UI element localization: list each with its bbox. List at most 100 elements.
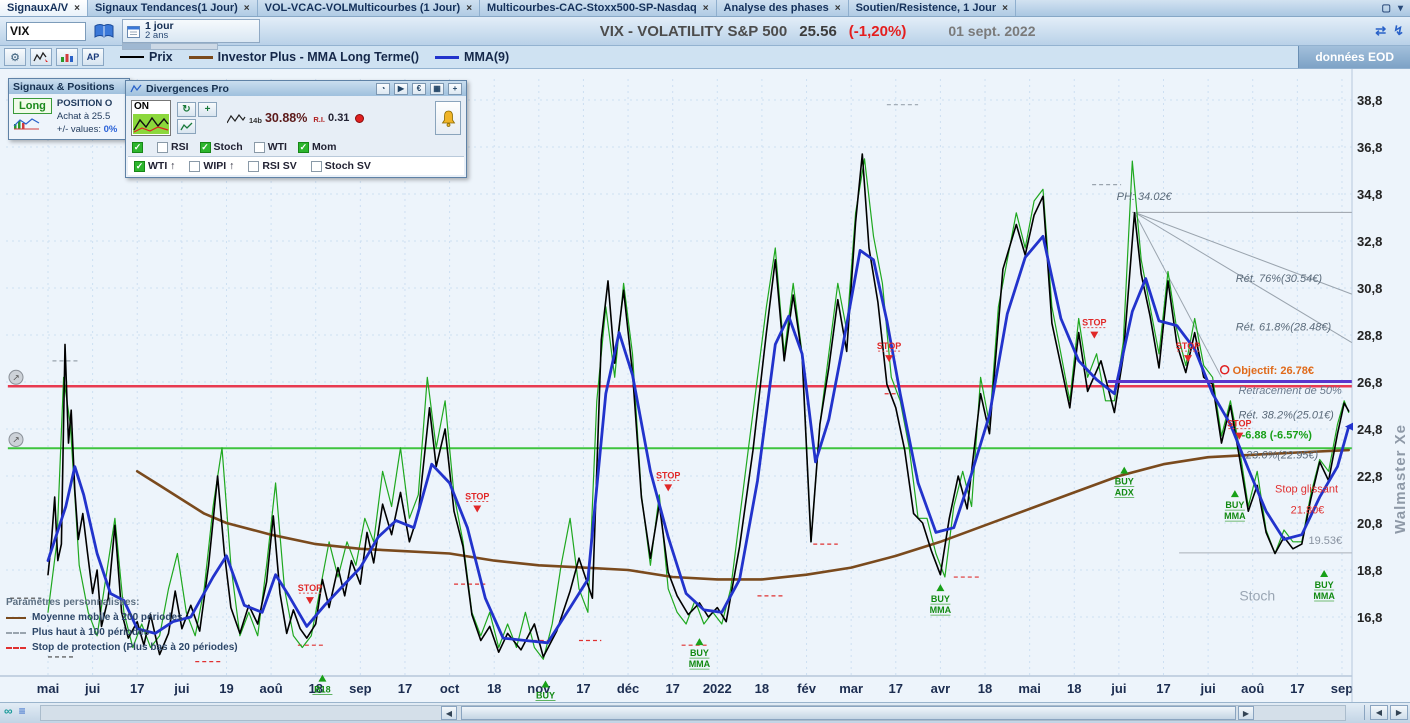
pnl-value: 0%: [103, 124, 118, 135]
move-button[interactable]: +: [198, 102, 217, 117]
panel-chart-icon: [130, 84, 142, 93]
analyse-pro-button[interactable]: AP: [82, 48, 104, 66]
on-toggle-button[interactable]: ON: [131, 100, 171, 136]
indicator-1: 14b 30.88%: [227, 111, 307, 125]
close-icon[interactable]: ×: [243, 2, 250, 14]
svg-text:BUY: BUY: [1115, 477, 1134, 487]
svg-text:17: 17: [398, 681, 412, 696]
indicator-tool-button[interactable]: [56, 48, 78, 66]
bolt-icon[interactable]: ↯: [1393, 23, 1404, 38]
main-toolbar: 1 jour 2 ans VIX - VOLATILITY S&P 500 25…: [0, 17, 1410, 50]
checkbox-box[interactable]: [253, 141, 265, 153]
tab-label: VOL-VCAC-VOLMulticourbes (1 Jour): [264, 2, 461, 14]
zoom-chart-button[interactable]: ◔: [376, 82, 390, 95]
checkbox-wipi-up[interactable]: WIPI ↑: [189, 160, 234, 172]
swap-arrows-icon[interactable]: ⇄: [1375, 23, 1387, 38]
divergences-panel-titlebar[interactable]: Divergences Pro ◔ ▶ € ▦ +: [126, 81, 466, 96]
menu-icon[interactable]: ≡: [18, 704, 26, 718]
close-icon[interactable]: ×: [834, 2, 841, 14]
checkbox-stoch-sv[interactable]: Stoch SV: [310, 160, 371, 172]
scroll-right-button[interactable]: ▶: [1238, 706, 1254, 720]
svg-text:déc: déc: [617, 681, 639, 696]
checkbox-mom[interactable]: Mom: [297, 141, 337, 153]
tab-signaux-av[interactable]: SignauxA/V ×: [0, 0, 88, 16]
alert-button[interactable]: [435, 101, 461, 135]
svg-text:28,8: 28,8: [1357, 328, 1382, 343]
timeframe-scrollbar[interactable]: [122, 43, 218, 50]
close-icon[interactable]: ×: [1002, 2, 1009, 14]
euro-button[interactable]: €: [412, 82, 426, 95]
checkbox-box[interactable]: [157, 141, 168, 153]
price-chart[interactable]: mai jui 17 jui 19 aoû 18 sep 17 oct 18 nov 17 déc 17 20…: [0, 69, 1410, 702]
zigzag-icon: [227, 113, 246, 124]
checkbox-box[interactable]: [248, 160, 260, 172]
svg-text:-6.88 (-6.57%): -6.88 (-6.57%): [1242, 429, 1313, 441]
svg-text:Retracement de 50%: Retracement de 50%: [1238, 385, 1342, 397]
checkbox-box[interactable]: [134, 160, 145, 172]
refresh-button[interactable]: ↻: [177, 102, 196, 117]
svg-text:19: 19: [219, 681, 233, 696]
legend-item-prix: Prix: [120, 50, 173, 64]
svg-text:2022: 2022: [703, 681, 732, 696]
play-button[interactable]: ▶: [394, 82, 408, 95]
params-item-mma: Moyenne mobile à 200 périodes: [6, 612, 238, 623]
indicator-2: R.I. 0.31: [313, 112, 349, 124]
page-left-button[interactable]: ◀: [1370, 705, 1388, 720]
checkbox-master[interactable]: [132, 141, 146, 153]
checkbox-box[interactable]: [310, 160, 322, 172]
svg-text:aoû: aoû: [1241, 681, 1264, 696]
checkbox-wti-up[interactable]: WTI ↑: [134, 160, 175, 172]
chart-tool-button[interactable]: [30, 48, 52, 66]
svg-text:18: 18: [487, 681, 501, 696]
settings-button[interactable]: ⚙: [4, 48, 26, 66]
checkbox-box[interactable]: [132, 141, 143, 153]
close-icon[interactable]: ×: [466, 2, 473, 14]
link-icon[interactable]: ∞: [4, 704, 13, 718]
close-icon[interactable]: ×: [702, 2, 709, 14]
book-icon[interactable]: [94, 23, 114, 39]
tab-label: Signaux Tendances(1 Jour): [94, 2, 238, 14]
move-panel-button[interactable]: +: [448, 82, 462, 95]
checkbox-rsi-sv[interactable]: RSI SV: [248, 160, 297, 172]
checkbox-label: RSI: [171, 141, 189, 153]
page-right-button[interactable]: ▶: [1390, 705, 1408, 720]
checkbox-wti[interactable]: WTI: [253, 141, 287, 153]
checkbox-rsi[interactable]: RSI: [157, 141, 189, 153]
tab-signaux-tendances[interactable]: Signaux Tendances(1 Jour) ×: [87, 0, 258, 16]
mma9-line-sample: [435, 55, 460, 59]
svg-text:STOP: STOP: [1176, 341, 1200, 351]
indicator-value: 0.31: [328, 112, 350, 124]
svg-text:Rét. 61.8%(28.48€): Rét. 61.8%(28.48€): [1236, 321, 1332, 333]
subchart-button[interactable]: [177, 119, 196, 134]
expand-icon[interactable]: ▢: [1381, 2, 1391, 14]
scrollbar-track[interactable]: ◀ ▶: [40, 705, 1346, 721]
ticker-input[interactable]: [6, 21, 86, 41]
svg-text:36,8: 36,8: [1357, 140, 1382, 155]
checkbox-box[interactable]: [199, 141, 211, 153]
checkbox-box[interactable]: [189, 160, 201, 172]
svg-text:16,8: 16,8: [1357, 610, 1382, 625]
svg-text:38,8: 38,8: [1357, 93, 1382, 108]
grid-button[interactable]: ▦: [430, 82, 444, 95]
svg-text:18,8: 18,8: [1357, 563, 1382, 578]
legend-label: Investor Plus - MMA Long Terme(): [217, 50, 420, 64]
checkbox-label: Mom: [311, 141, 337, 153]
tab-vol-vcac[interactable]: VOL-VCAC-VOLMulticourbes (1 Jour) ×: [257, 0, 481, 16]
chevron-down-icon[interactable]: ▾: [1397, 2, 1403, 14]
signals-panel-titlebar[interactable]: Signaux & Positions: [9, 79, 129, 94]
entry-price: Achat à 25.5: [56, 111, 111, 122]
close-icon[interactable]: ×: [74, 2, 80, 14]
tab-multicourbes[interactable]: Multicourbes-CAC-Stoxx500-SP-Nasdaq ×: [480, 0, 717, 16]
on-label: ON: [134, 101, 149, 112]
scrollbar-thumb[interactable]: [123, 44, 151, 49]
record-indicator[interactable]: [355, 113, 365, 123]
tab-soutien-resistence[interactable]: Soutien/Resistence, 1 Jour ×: [848, 0, 1017, 16]
panel-title: Divergences Pro: [146, 82, 229, 95]
checkbox-box[interactable]: [297, 141, 309, 153]
checkbox-stoch[interactable]: Stoch: [199, 141, 243, 153]
timeframe-selector[interactable]: 1 jour 2 ans: [122, 19, 260, 50]
tab-analyse-phases[interactable]: Analyse des phases ×: [716, 0, 849, 16]
scrollbar-thumb[interactable]: [461, 706, 1236, 720]
scroll-left-button[interactable]: ◀: [441, 706, 457, 720]
